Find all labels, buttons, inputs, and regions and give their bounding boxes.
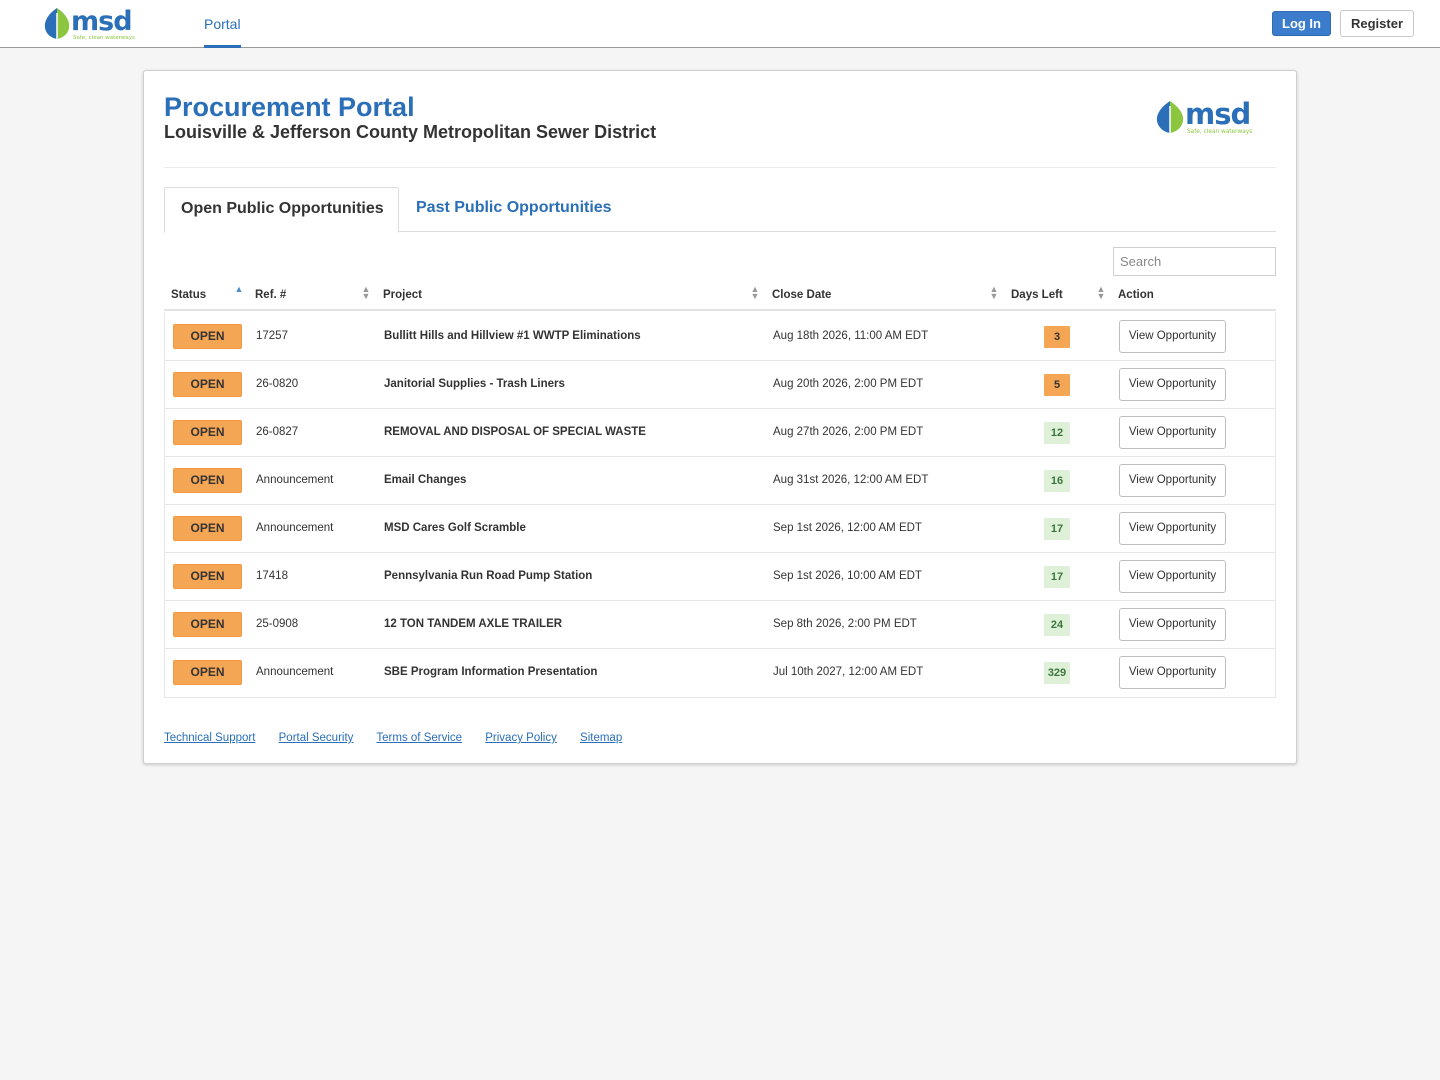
sort-icon[interactable]: ▲ ▼ xyxy=(750,284,760,301)
logo-large-wordmark: msd xyxy=(1185,97,1250,131)
logo-large-tagline: Safe, clean waterways xyxy=(1187,129,1252,135)
nav-tab-portal-label: Portal xyxy=(204,16,241,32)
column-header-close-date[interactable]: Close Date xyxy=(772,289,832,301)
project-name: Email Changes xyxy=(384,474,467,486)
footer-link-portal-security[interactable]: Portal Security xyxy=(278,732,354,744)
table-header: Status ▲ Ref. # ▲ ▼ Project ▲ ▼ Close Date… xyxy=(164,281,1276,311)
tab-past-opportunities[interactable]: Past Public Opportunities xyxy=(416,199,612,216)
msd-logo-mark-large-icon: msd Safe, clean waterways xyxy=(1156,97,1252,135)
project-name: Janitorial Supplies - Trash Liners xyxy=(384,378,565,390)
logo-tagline: Safe, clean waterways xyxy=(73,35,135,41)
sort-icon[interactable]: ▲ ▼ xyxy=(989,284,999,301)
days-left-badge: 5 xyxy=(1044,374,1070,396)
status-badge: OPEN xyxy=(173,420,242,445)
footer-link-terms-of-service[interactable]: Terms of Service xyxy=(376,732,463,744)
days-left-badge: 329 xyxy=(1044,662,1070,684)
top-navbar: msd Safe, clean waterways Portal Log In … xyxy=(0,0,1440,48)
close-date: Aug 20th 2026, 2:00 PM EDT xyxy=(773,378,924,390)
close-date: Aug 27th 2026, 2:00 PM EDT xyxy=(773,426,924,438)
project-name: MSD Cares Golf Scramble xyxy=(384,522,526,534)
page-subtitle: Louisville & Jefferson County Metropolit… xyxy=(164,122,657,142)
view-opportunity-button[interactable]: View Opportunity xyxy=(1119,464,1226,497)
project-name: SBE Program Information Presentation xyxy=(384,666,598,678)
logo-wordmark: msd xyxy=(71,6,132,37)
header-divider xyxy=(164,167,1276,168)
close-date: Aug 18th 2026, 11:00 AM EDT xyxy=(773,330,929,342)
msd-logo-large: msd Safe, clean waterways xyxy=(1154,97,1262,140)
status-badge: OPEN xyxy=(173,660,242,685)
view-opportunity-button[interactable]: View Opportunity xyxy=(1119,320,1226,353)
ref-number: 17418 xyxy=(256,570,288,582)
login-button[interactable]: Log In xyxy=(1272,11,1331,36)
ref-number: Announcement xyxy=(256,666,334,678)
table-row: OPEN 26-0827 REMOVAL AND DISPOSAL OF SPE… xyxy=(165,409,1275,457)
days-left-badge: 16 xyxy=(1044,470,1070,492)
status-badge: OPEN xyxy=(173,516,242,541)
column-header-ref[interactable]: Ref. # xyxy=(255,289,287,301)
status-badge: OPEN xyxy=(173,468,242,493)
tab-open-opportunities[interactable]: Open Public Opportunities xyxy=(164,187,399,233)
view-opportunity-button[interactable]: View Opportunity xyxy=(1119,608,1226,641)
footer-link-technical-support[interactable]: Technical Support xyxy=(164,732,256,744)
search-input[interactable] xyxy=(1113,247,1276,276)
table-row: OPEN Announcement Email Changes Aug 31st… xyxy=(165,457,1275,505)
view-opportunity-button[interactable]: View Opportunity xyxy=(1119,416,1226,449)
project-name: Bullitt Hills and Hillview #1 WWTP Elimi… xyxy=(384,330,641,342)
footer-link-sitemap[interactable]: Sitemap xyxy=(580,732,623,744)
view-opportunity-button[interactable]: View Opportunity xyxy=(1119,512,1226,545)
project-name: REMOVAL AND DISPOSAL OF SPECIAL WASTE xyxy=(384,426,646,438)
ref-number: 26-0820 xyxy=(256,378,299,390)
column-header-status[interactable]: Status xyxy=(171,289,207,301)
view-opportunity-button[interactable]: View Opportunity xyxy=(1119,656,1226,689)
msd-logo-mark-icon: msd Safe, clean waterways xyxy=(44,6,135,41)
ref-number: 26-0827 xyxy=(256,426,299,438)
ref-number: 25-0908 xyxy=(256,618,299,630)
view-opportunity-button[interactable]: View Opportunity xyxy=(1119,560,1226,593)
project-name: 12 TON TANDEM AXLE TRAILER xyxy=(384,618,563,630)
status-badge: OPEN xyxy=(173,612,242,637)
ref-number: 17257 xyxy=(256,330,288,342)
status-badge: OPEN xyxy=(173,372,242,397)
close-date: Jul 10th 2027, 12:00 AM EDT xyxy=(773,666,924,678)
ref-number: Announcement xyxy=(256,474,334,486)
opportunities-table-body: OPEN 17257 Bullitt Hills and Hillview #1… xyxy=(164,313,1276,698)
table-row: OPEN Announcement MSD Cares Golf Scrambl… xyxy=(165,505,1275,553)
status-badge: OPEN xyxy=(173,324,242,349)
table-row: OPEN 17418 Pennsylvania Run Road Pump St… xyxy=(165,553,1275,601)
sort-icon[interactable]: ▲ ▼ xyxy=(361,284,371,301)
days-left-badge: 24 xyxy=(1044,614,1070,636)
column-header-action: Action xyxy=(1118,289,1154,301)
view-opportunity-button[interactable]: View Opportunity xyxy=(1119,368,1226,401)
close-date: Aug 31st 2026, 12:00 AM EDT xyxy=(773,474,929,486)
footer-links: Technical Support Portal Security Terms … xyxy=(164,732,642,744)
nav-tab-portal[interactable]: Portal xyxy=(204,0,241,48)
sort-icon[interactable]: ▲ ▼ xyxy=(1096,284,1106,301)
days-left-badge: 3 xyxy=(1044,326,1070,348)
page-title: Procurement Portal xyxy=(164,92,415,122)
ref-number: Announcement xyxy=(256,522,334,534)
close-date: Sep 1st 2026, 10:00 AM EDT xyxy=(773,570,922,582)
msd-logo[interactable]: msd Safe, clean waterways xyxy=(42,5,144,46)
project-name: Pennsylvania Run Road Pump Station xyxy=(384,570,593,582)
footer-link-privacy-policy[interactable]: Privacy Policy xyxy=(485,732,557,744)
close-date: Sep 1st 2026, 12:00 AM EDT xyxy=(773,522,922,534)
register-button[interactable]: Register xyxy=(1340,10,1414,37)
sort-asc-icon[interactable]: ▲ xyxy=(234,284,244,294)
nav-tab-active-indicator xyxy=(204,45,241,48)
table-row: OPEN 26-0820 Janitorial Supplies - Trash… xyxy=(165,361,1275,409)
column-header-project[interactable]: Project xyxy=(383,289,422,301)
status-badge: OPEN xyxy=(173,564,242,589)
days-left-badge: 17 xyxy=(1044,566,1070,588)
close-date: Sep 8th 2026, 2:00 PM EDT xyxy=(773,618,917,630)
table-row: OPEN Announcement SBE Program Informatio… xyxy=(165,649,1275,697)
column-header-days-left[interactable]: Days Left xyxy=(1011,289,1063,301)
opportunity-tabs: Open Public Opportunities Past Public Op… xyxy=(164,187,1276,233)
procurement-card: Procurement Portal Louisville & Jefferso… xyxy=(143,70,1297,764)
days-left-badge: 17 xyxy=(1044,518,1070,540)
table-row: OPEN 17257 Bullitt Hills and Hillview #1… xyxy=(165,313,1275,361)
days-left-badge: 12 xyxy=(1044,422,1070,444)
table-row: OPEN 25-0908 12 TON TANDEM AXLE TRAILER … xyxy=(165,601,1275,649)
